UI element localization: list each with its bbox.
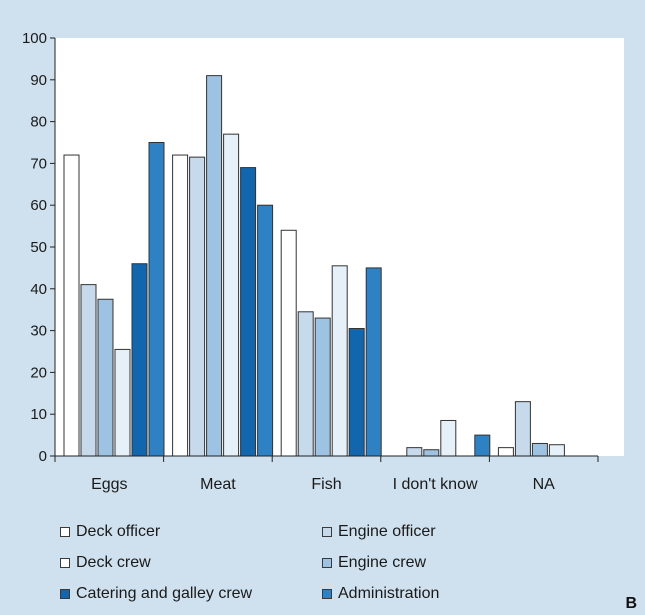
bar-deck-officer-na [497,447,514,457]
bar-catering-and-galley-crew-fish [348,328,365,457]
bar-engine-crew-fish [331,265,348,457]
y-tick-label: 60 [30,197,47,214]
bar-administration-meat [257,204,274,457]
y-tick-label: 20 [30,364,47,381]
y-tick-label: 40 [30,281,47,298]
y-tick-label: 90 [30,72,47,89]
legend-item-catering-and-galley-crew: Catering and galley crew [60,584,322,604]
legend-item-administration: Administration [322,584,572,604]
legend-item-engine-officer: Engine officer [322,522,572,542]
bar-engine-crew-na [548,444,565,457]
y-tick-label: 50 [30,239,47,256]
legend-label: Deck officer [76,523,161,540]
bar-deck-officer-fish [280,229,297,457]
legend-swatch [60,558,70,568]
x-tick-label: Eggs [91,476,127,493]
bar-administration-eggs [148,142,165,457]
y-tick-label: 0 [39,448,47,465]
y-tick-label: 10 [30,406,47,423]
legend-item-deck-officer: Deck officer [60,522,322,542]
bar-deck-crew-eggs [97,298,114,457]
x-tick-label: Fish [311,476,341,493]
legend-swatch [322,558,332,568]
bar-engine-officer-na [514,401,531,457]
bar-administration-i-don-t-know [474,434,491,457]
bar-engine-officer-i-don-t-know [406,447,423,457]
x-tick-label: NA [533,476,556,493]
bar-engine-officer-fish [297,311,314,457]
bar-deck-crew-fish [314,317,331,457]
y-tick-label: 70 [30,155,47,172]
bar-engine-officer-meat [189,156,206,457]
legend-label: Engine crew [338,554,427,571]
x-tick-label: I don't know [393,476,478,493]
bar-deck-crew-i-don-t-know [423,449,440,457]
legend: Deck officer Engine officer Deck crew En… [60,522,580,604]
bar-engine-crew-i-don-t-know [440,419,457,457]
y-tick-label: 100 [22,30,47,47]
y-tick-label: 80 [30,114,47,131]
legend-item-engine-crew: Engine crew [322,553,572,573]
bar-deck-officer-eggs [63,154,80,457]
x-tick-label: Meat [200,476,236,493]
bar-catering-and-galley-crew-eggs [131,263,148,457]
bar-deck-crew-meat [206,75,223,457]
y-tick-label: 30 [30,323,47,340]
legend-label: Administration [338,585,440,602]
legend-swatch [60,589,70,599]
bar-administration-fish [365,267,382,457]
legend-swatch [322,527,332,537]
bar-engine-officer-eggs [80,284,97,457]
legend-swatch [322,589,332,599]
legend-item-deck-crew: Deck crew [60,553,322,573]
bar-engine-crew-eggs [114,348,131,457]
bar-catering-and-galley-crew-meat [240,167,257,457]
bar-deck-officer-meat [172,154,189,457]
legend-label: Engine officer [338,523,436,540]
axes-group: 0 10 20 30 40 50 60 70 80 90 100 Eggs Meat Fish I don'… [22,30,599,493]
legend-label: Catering and galley crew [76,585,253,602]
legend-label: Deck crew [76,554,151,571]
bar-deck-crew-na [531,442,548,457]
legend-swatch [60,527,70,537]
bar-engine-crew-meat [223,133,240,457]
panel-label: B [625,595,637,612]
